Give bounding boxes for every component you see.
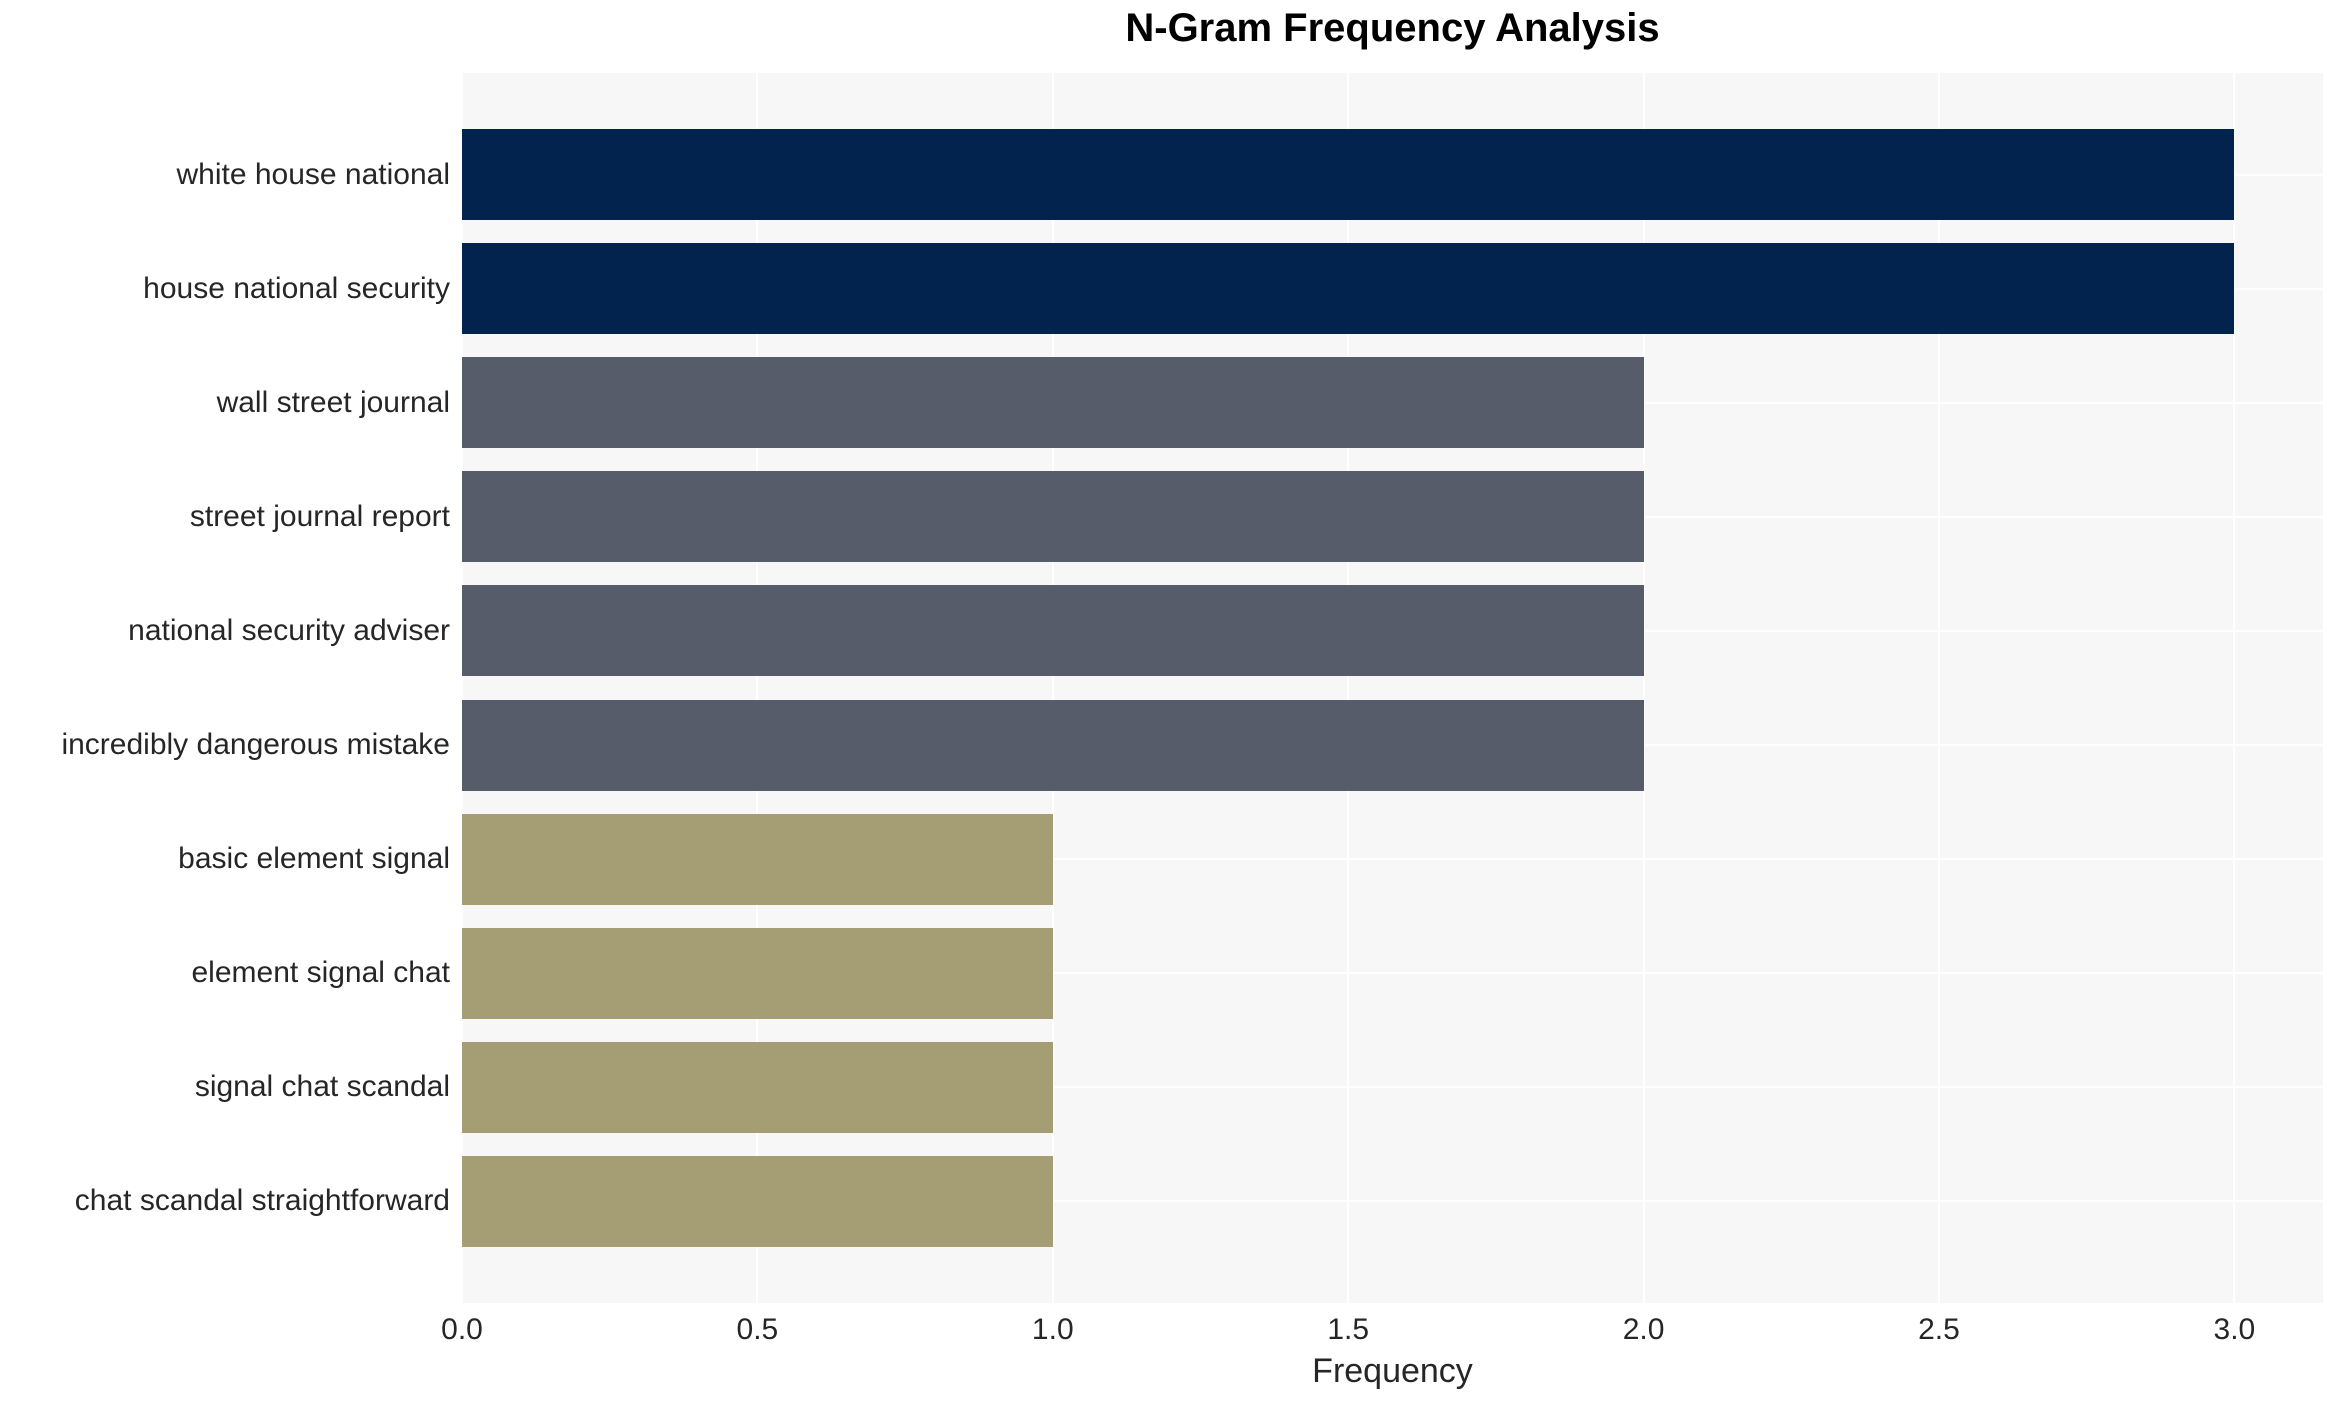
category-label: house national security — [143, 271, 450, 305]
category-label: street journal report — [189, 499, 450, 533]
category-label: element signal chat — [191, 956, 451, 990]
y-gridline — [462, 1086, 2323, 1089]
bar — [462, 813, 1053, 905]
y-gridline — [462, 858, 2323, 861]
x-tick-label: 0.5 — [736, 1313, 779, 1346]
chart-title: N-Gram Frequency Analysis — [1125, 6, 1660, 50]
x-tick-label: 2.5 — [1918, 1313, 1960, 1346]
category-label: chat scandal straightforward — [74, 1184, 450, 1218]
x-gridline — [1051, 73, 1054, 1303]
bar — [462, 699, 1644, 791]
bar — [462, 1155, 1053, 1247]
category-label: wall street journal — [216, 385, 450, 419]
x-gridline — [2233, 73, 2236, 1303]
category-label: basic element signal — [178, 842, 450, 876]
x-gridline — [756, 73, 759, 1303]
y-gridline — [462, 1200, 2323, 1203]
bar — [462, 243, 2235, 335]
x-tick-label: 0.0 — [441, 1313, 483, 1346]
x-tick-label: 2.0 — [1622, 1313, 1665, 1346]
x-axis-label: Frequency — [1312, 1352, 1473, 1390]
category-label: national security adviser — [128, 613, 450, 647]
x-gridline — [461, 73, 463, 1303]
x-tick-label: 1.5 — [1327, 1313, 1370, 1346]
bar — [462, 357, 1644, 449]
plot-area — [461, 73, 2323, 1303]
y-gridline — [462, 972, 2323, 975]
bar — [462, 585, 1644, 677]
category-label: white house national — [176, 157, 450, 191]
x-gridline — [1347, 73, 1350, 1303]
bar — [462, 927, 1053, 1019]
x-tick-label: 1.0 — [1031, 1313, 1074, 1346]
bar — [462, 1041, 1053, 1133]
bar — [462, 471, 1644, 563]
category-label: signal chat scandal — [194, 1070, 450, 1104]
x-gridline — [1642, 73, 1645, 1303]
bar — [462, 129, 2235, 220]
category-label: incredibly dangerous mistake — [61, 728, 450, 761]
x-gridline — [1937, 73, 1940, 1303]
x-tick-label: 3.0 — [2213, 1313, 2256, 1346]
